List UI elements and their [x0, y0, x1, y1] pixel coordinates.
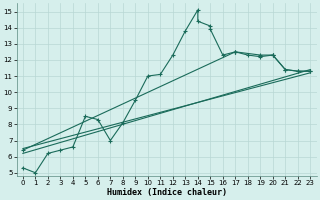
X-axis label: Humidex (Indice chaleur): Humidex (Indice chaleur) [107, 188, 227, 197]
